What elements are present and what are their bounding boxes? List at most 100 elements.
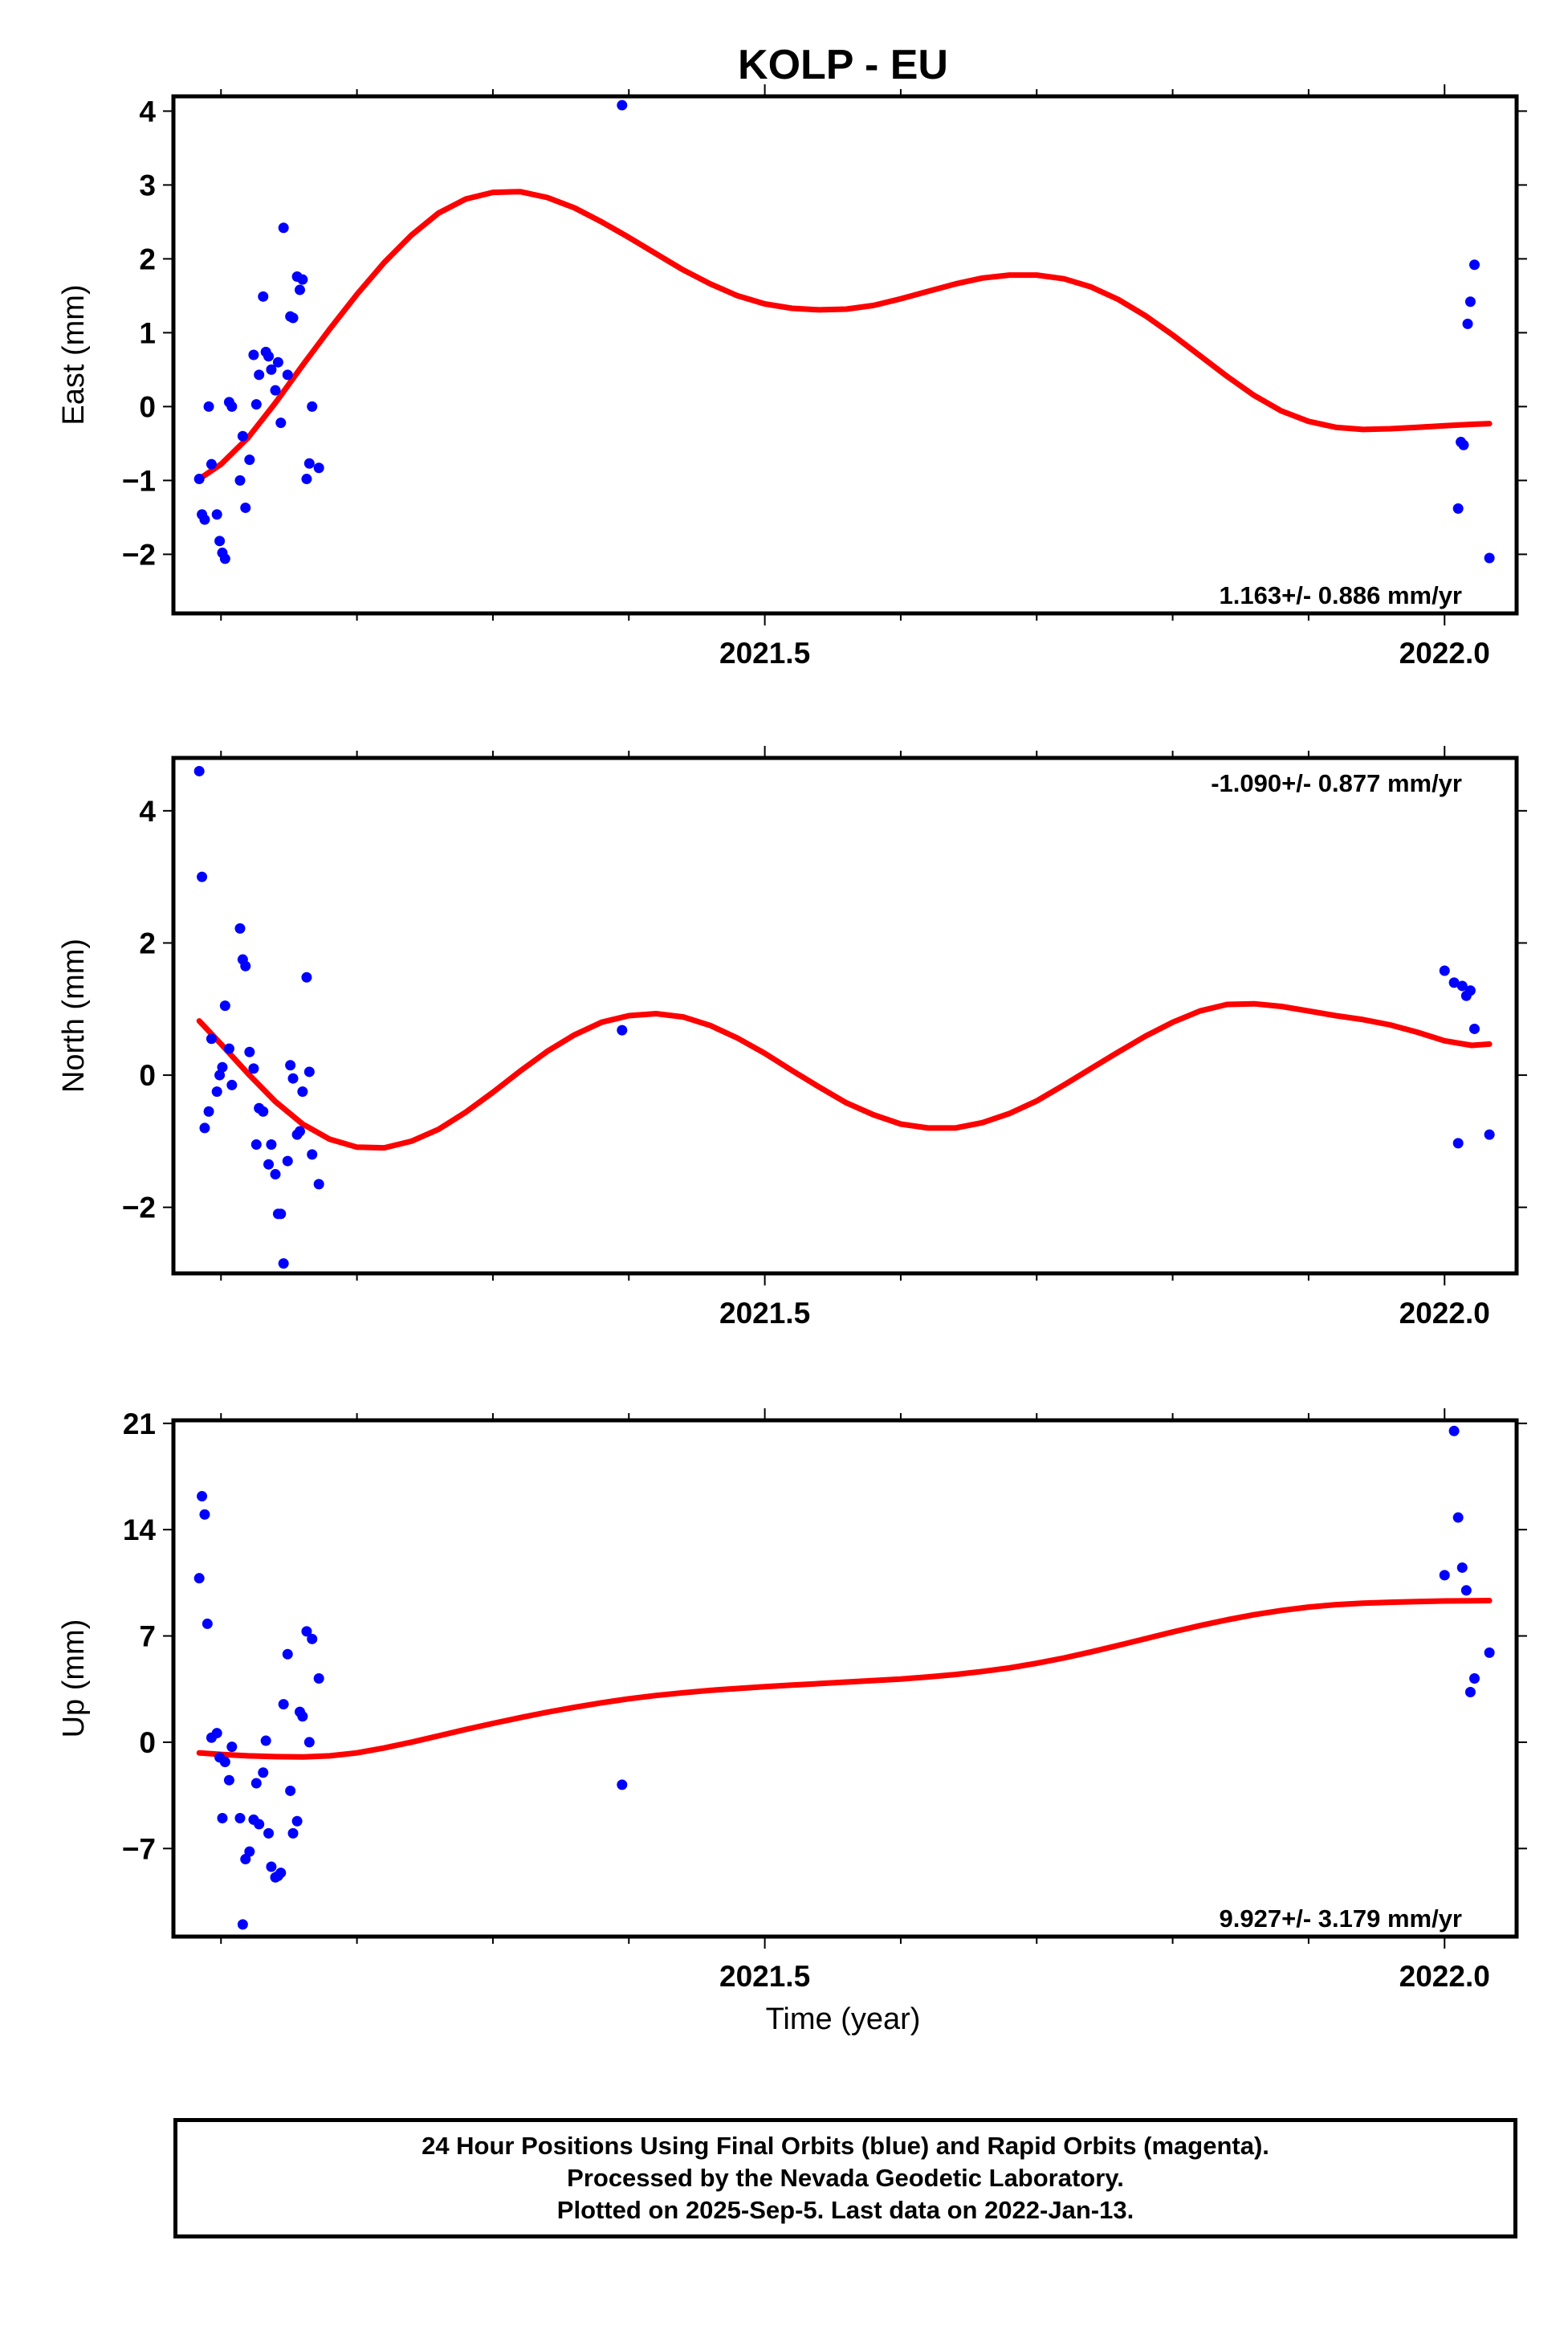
x-tick-label: 2022.0 — [1399, 1297, 1490, 1330]
footer-line-1: 24 Hour Positions Using Final Orbits (bl… — [422, 2132, 1269, 2160]
x-tick-label: 2021.5 — [719, 637, 810, 670]
data-point — [206, 1033, 217, 1045]
data-point — [1484, 552, 1495, 564]
data-point — [313, 1673, 324, 1684]
data-point — [278, 222, 289, 234]
x-tick-label: 2021.5 — [719, 1960, 810, 1993]
data-point — [1484, 1647, 1495, 1658]
data-point — [307, 1633, 318, 1644]
data-point — [248, 349, 259, 360]
data-point — [617, 1779, 628, 1790]
data-point — [1456, 1562, 1468, 1573]
x-tick-label: 2021.5 — [719, 1297, 810, 1330]
data-point — [270, 1169, 281, 1180]
data-point — [1469, 259, 1480, 271]
data-point — [217, 1812, 228, 1823]
data-point — [260, 1735, 271, 1746]
data-point — [1452, 1512, 1464, 1523]
fit-curve — [196, 1598, 1493, 1760]
data-point — [1448, 977, 1460, 988]
rate-annotation: -1.090+/- 0.877 mm/yr — [1211, 769, 1462, 797]
panels: 2021.5 2022.0 −2 −1 0 1 2 3 4 East (mm) 1.163+/- 0… — [57, 84, 1527, 1993]
data-point — [206, 458, 217, 470]
data-point — [272, 356, 283, 368]
data-point — [219, 553, 230, 564]
data-point — [275, 1868, 287, 1879]
data-point — [285, 1785, 296, 1796]
data-point — [282, 369, 293, 381]
data-point — [1439, 1570, 1450, 1581]
y-axis-label: East (mm) — [57, 284, 91, 425]
data-point — [226, 1741, 238, 1753]
y-tick-label: 3 — [139, 169, 156, 202]
plot-frame — [171, 1418, 1519, 1939]
data-point — [237, 1919, 248, 1930]
data-point — [237, 430, 248, 442]
data-point — [1452, 503, 1464, 514]
data-point — [199, 1509, 210, 1520]
data-point — [303, 1066, 315, 1077]
data-point — [263, 351, 275, 362]
data-point — [1484, 1129, 1495, 1140]
data-point — [226, 1079, 238, 1090]
data-point — [248, 1063, 259, 1074]
data-point — [244, 1046, 255, 1057]
y-tick-label: −7 — [122, 1832, 156, 1865]
data-point — [258, 291, 269, 302]
data-point — [301, 474, 312, 485]
data-point — [287, 312, 299, 324]
plot-frame — [171, 756, 1519, 1276]
data-point — [1469, 1673, 1480, 1684]
data-point — [223, 1043, 234, 1054]
y-tick-label: −2 — [122, 538, 156, 571]
data-point — [223, 1774, 234, 1786]
footer-line-3: Plotted on 2025-Sep-5. Last data on 2022… — [556, 2196, 1134, 2224]
data-point — [202, 1618, 213, 1629]
data-point — [199, 514, 210, 525]
data-point — [307, 401, 318, 412]
data-point — [294, 1126, 305, 1137]
rate-annotation: 9.927+/- 3.179 mm/yr — [1220, 1904, 1462, 1933]
data-point — [1448, 1425, 1460, 1436]
y-tick-label: 2 — [139, 242, 156, 275]
data-point — [1464, 296, 1476, 308]
data-point — [307, 1149, 318, 1160]
data-point — [199, 1122, 210, 1134]
data-point — [254, 369, 265, 381]
data-point — [197, 871, 208, 882]
data-point — [1464, 1687, 1476, 1698]
data-point — [275, 1208, 287, 1220]
data-point — [263, 1827, 275, 1839]
data-point — [266, 1861, 277, 1872]
data-point — [193, 765, 205, 776]
y-tick-label: 4 — [139, 95, 156, 128]
data-point — [258, 1106, 269, 1117]
data-point — [301, 1626, 312, 1637]
data-point — [197, 1491, 208, 1502]
chart-title: KOLP - EU — [738, 42, 948, 88]
y-tick-label: 4 — [139, 795, 156, 828]
data-point — [1456, 980, 1468, 992]
y-tick-label: 0 — [139, 1059, 156, 1092]
fit-curve — [196, 189, 1493, 483]
x-axis-label: Time (year) — [766, 2002, 921, 2036]
y-tick-label: 2 — [139, 927, 156, 959]
data-point — [285, 1060, 296, 1071]
data-point — [234, 923, 246, 934]
data-point — [226, 401, 238, 412]
y-axis-label: Up (mm) — [57, 1619, 91, 1738]
data-point — [214, 536, 226, 547]
data-point — [287, 1827, 299, 1839]
footer-box: 24 Hour Positions Using Final Orbits (bl… — [173, 2118, 1517, 2238]
data-point — [244, 1846, 255, 1857]
data-point — [266, 1139, 277, 1150]
data-point — [301, 972, 312, 983]
data-point — [217, 1061, 228, 1073]
data-point — [211, 1086, 222, 1098]
y-tick-label: 0 — [139, 1726, 156, 1759]
data-point — [266, 364, 277, 375]
data-point — [258, 1767, 269, 1778]
y-tick-label: 21 — [123, 1407, 156, 1440]
y-tick-label: −1 — [122, 464, 156, 497]
